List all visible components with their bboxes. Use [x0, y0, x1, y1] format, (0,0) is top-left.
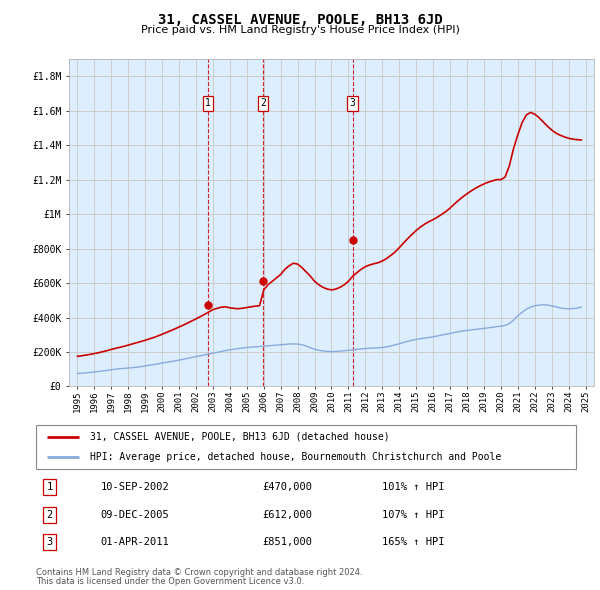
- Text: Price paid vs. HM Land Registry's House Price Index (HPI): Price paid vs. HM Land Registry's House …: [140, 25, 460, 35]
- Text: 31, CASSEL AVENUE, POOLE, BH13 6JD (detached house): 31, CASSEL AVENUE, POOLE, BH13 6JD (deta…: [90, 432, 389, 442]
- Text: 3: 3: [46, 537, 53, 547]
- Text: 165% ↑ HPI: 165% ↑ HPI: [382, 537, 444, 547]
- Text: HPI: Average price, detached house, Bournemouth Christchurch and Poole: HPI: Average price, detached house, Bour…: [90, 452, 501, 462]
- Text: £612,000: £612,000: [263, 510, 313, 520]
- Text: 10-SEP-2002: 10-SEP-2002: [101, 483, 170, 493]
- Text: This data is licensed under the Open Government Licence v3.0.: This data is licensed under the Open Gov…: [36, 577, 304, 586]
- Text: 3: 3: [350, 98, 356, 108]
- Text: 01-APR-2011: 01-APR-2011: [101, 537, 170, 547]
- Text: Contains HM Land Registry data © Crown copyright and database right 2024.: Contains HM Land Registry data © Crown c…: [36, 568, 362, 576]
- Text: 1: 1: [46, 483, 53, 493]
- Text: 31, CASSEL AVENUE, POOLE, BH13 6JD: 31, CASSEL AVENUE, POOLE, BH13 6JD: [158, 13, 442, 27]
- Text: 1: 1: [205, 98, 211, 108]
- Text: 101% ↑ HPI: 101% ↑ HPI: [382, 483, 444, 493]
- Text: 09-DEC-2005: 09-DEC-2005: [101, 510, 170, 520]
- Text: 107% ↑ HPI: 107% ↑ HPI: [382, 510, 444, 520]
- Text: £470,000: £470,000: [263, 483, 313, 493]
- Text: 2: 2: [46, 510, 53, 520]
- Text: £851,000: £851,000: [263, 537, 313, 547]
- Text: 2: 2: [260, 98, 266, 108]
